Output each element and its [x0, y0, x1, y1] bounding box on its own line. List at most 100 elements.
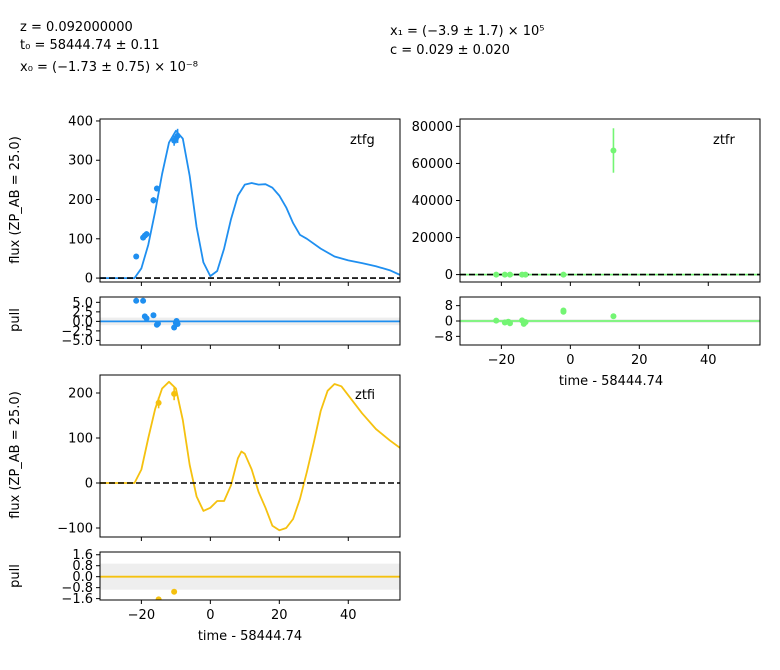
y-tick-label: 8 [445, 299, 453, 314]
band-label-ztfg: ztfg [350, 133, 375, 148]
point-marker [502, 272, 508, 278]
param-x0: x₀ = (−1.73 ± 0.75) × 10⁻⁸ [20, 60, 198, 75]
panel-ztfi-flux: −100 0 100 200 [57, 375, 400, 541]
panel-ztfi-pull: 1.60.80.0−0.8−1.6−20 0 20 40 [61, 548, 400, 623]
panel-ztfg-pull: 5.02.50.0−2.5−5.0 [61, 296, 400, 349]
data-point [560, 309, 566, 315]
point-marker [523, 272, 529, 278]
x-tick-label: 20 [631, 353, 648, 368]
point-marker [144, 315, 150, 321]
data-point [156, 596, 162, 602]
point-marker [507, 320, 513, 326]
panel-ztfr-flux: 0 20000 40000 60000 80000 [412, 119, 760, 286]
point-marker [523, 319, 529, 325]
xlabel-time-i: time - 58444.74 [198, 629, 302, 644]
y-tick-label: 400 [68, 114, 93, 129]
point-marker [493, 272, 499, 278]
ylabel-pull-g: pull [8, 308, 23, 332]
x-tick-label: 40 [340, 608, 357, 623]
point-marker [144, 231, 150, 237]
x-tick-label: −20 [488, 353, 515, 368]
param-t0: t₀ = 58444.74 ± 0.11 [20, 38, 160, 53]
panel-ztfr-pull: 80−8−20 0 20 40 [434, 297, 760, 368]
data-point [507, 272, 513, 278]
x-tick-label: 0 [206, 608, 214, 623]
point-marker [175, 133, 181, 139]
y-tick-label: −5.0 [61, 334, 93, 349]
x-tick-label: 40 [700, 353, 717, 368]
data-point [610, 128, 616, 172]
data-point [144, 315, 150, 321]
plot-area [460, 307, 760, 326]
point-marker [150, 197, 156, 203]
band-label-ztfr: ztfr [713, 133, 735, 148]
point-marker [154, 186, 160, 192]
data-point [493, 318, 499, 324]
fit-parameters: z = 0.092000000 t₀ = 58444.74 ± 0.11 x₀ … [20, 20, 545, 75]
param-z: z = 0.092000000 [20, 20, 133, 35]
plot-area [100, 129, 400, 278]
y-tick-label: −100 [57, 522, 93, 537]
param-x1: x₁ = (−3.9 ± 1.7) × 10⁵ [390, 24, 545, 39]
data-point [133, 253, 139, 259]
data-point [154, 186, 160, 192]
model-curve [100, 131, 400, 278]
data-point [140, 298, 146, 304]
y-tick-label: 0 [445, 268, 453, 283]
y-tick-label: 0 [445, 315, 453, 330]
model-curve [100, 382, 400, 531]
x-tick-label: 0 [566, 353, 574, 368]
point-marker [150, 312, 156, 318]
point-marker [140, 298, 146, 304]
point-marker [155, 321, 161, 327]
point-marker [610, 313, 616, 319]
data-point [133, 298, 139, 304]
band-label-ztfi: ztfi [355, 388, 375, 403]
point-marker [507, 272, 513, 278]
y-tick-label: 200 [68, 193, 93, 208]
y-tick-label: 20000 [412, 231, 453, 246]
data-point [155, 321, 161, 327]
point-marker [174, 318, 180, 324]
data-point [171, 589, 177, 595]
data-point [174, 318, 180, 324]
y-tick-label: 0 [85, 477, 93, 492]
x-tick-label: 20 [271, 608, 288, 623]
data-point [493, 272, 499, 278]
param-c: c = 0.029 ± 0.020 [390, 43, 510, 58]
y-tick-label: 100 [68, 432, 93, 447]
y-tick-label: 200 [68, 387, 93, 402]
ylabel-flux-g: flux (ZP_AB = 25.0) [8, 136, 23, 264]
y-tick-label: 100 [68, 232, 93, 247]
y-tick-label: 40000 [412, 194, 453, 209]
point-marker [560, 309, 566, 315]
ylabel-pull-i: pull [8, 564, 23, 588]
point-marker [133, 253, 139, 259]
point-marker [560, 272, 566, 278]
data-point [150, 197, 156, 203]
point-marker [610, 147, 616, 153]
data-point [560, 272, 566, 278]
data-point [610, 313, 616, 319]
plot-area [460, 128, 760, 277]
ylabel-flux-i: flux (ZP_AB = 25.0) [8, 391, 23, 519]
data-point [507, 320, 513, 326]
y-tick-label: 300 [68, 154, 93, 169]
point-marker [156, 400, 162, 406]
data-point [523, 319, 529, 325]
point-marker [171, 391, 177, 397]
data-point [502, 272, 508, 278]
point-marker [133, 298, 139, 304]
point-marker [156, 596, 162, 602]
y-tick-label: 60000 [412, 157, 453, 172]
plot-area [100, 564, 400, 603]
y-tick-label: −8 [434, 330, 453, 345]
point-marker [171, 589, 177, 595]
data-point [150, 312, 156, 318]
point-marker [493, 318, 499, 324]
data-point [144, 231, 150, 237]
data-point [523, 272, 529, 278]
x-tick-label: −20 [128, 608, 155, 623]
plot-area [100, 382, 400, 531]
